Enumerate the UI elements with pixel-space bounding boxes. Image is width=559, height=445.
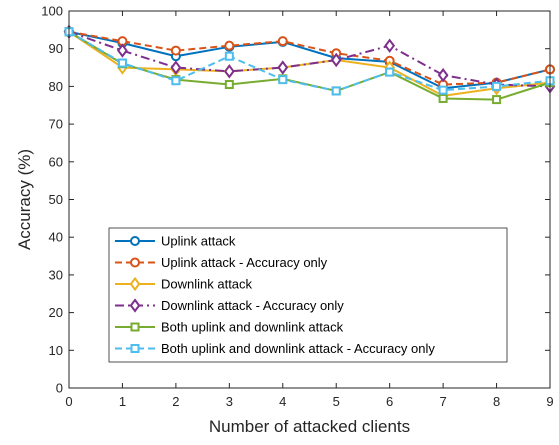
y-tick-label: 90 bbox=[49, 41, 63, 56]
data-point bbox=[171, 76, 181, 86]
x-axis-label: Number of attacked clients bbox=[209, 417, 410, 436]
legend-marker bbox=[130, 322, 140, 332]
series-line bbox=[68, 30, 551, 86]
y-tick-label: 60 bbox=[49, 154, 63, 169]
x-tick-label: 1 bbox=[119, 394, 126, 409]
y-tick-label: 0 bbox=[56, 381, 63, 396]
data-point bbox=[438, 85, 448, 95]
legend-marker bbox=[130, 236, 140, 246]
y-tick-label: 40 bbox=[49, 230, 63, 245]
legend-item: Both uplink and downlink attack - Accura… bbox=[115, 341, 435, 356]
x-tick-label: 5 bbox=[333, 394, 340, 409]
legend-label: Uplink attack bbox=[161, 234, 236, 249]
x-tick-label: 8 bbox=[493, 394, 500, 409]
data-point bbox=[224, 80, 234, 90]
y-tick-label: 30 bbox=[49, 267, 63, 282]
x-tick-label: 7 bbox=[439, 394, 446, 409]
legend: Uplink attack Uplink attack - Accuracy on… bbox=[108, 227, 508, 363]
data-point bbox=[492, 81, 502, 91]
data-point bbox=[117, 58, 127, 68]
legend-label: Downlink attack - Accuracy only bbox=[161, 298, 344, 313]
y-tick-label: 100 bbox=[41, 4, 63, 19]
y-tick-label: 70 bbox=[49, 117, 63, 132]
data-point bbox=[278, 75, 288, 85]
plot-frame bbox=[68, 10, 551, 389]
legend-label: Both uplink and downlink attack - Accura… bbox=[161, 341, 435, 356]
y-tick-label: 80 bbox=[49, 79, 63, 94]
data-point bbox=[224, 40, 235, 51]
legend-label: Uplink attack - Accuracy only bbox=[161, 255, 328, 270]
legend-label: Both uplink and downlink attack bbox=[161, 320, 344, 335]
x-tick-label: 9 bbox=[546, 394, 553, 409]
legend-item: Both uplink and downlink attack bbox=[115, 320, 344, 335]
y-axis-ticks: 0 10 20 30 40 50 60 70 80 90 100 bbox=[41, 4, 550, 396]
data-point bbox=[384, 38, 396, 53]
data-point bbox=[438, 93, 448, 103]
x-axis-ticks: 0 1 2 3 4 5 6 7 8 9 bbox=[65, 11, 554, 409]
data-point bbox=[437, 67, 449, 83]
y-tick-label: 20 bbox=[49, 305, 63, 320]
data-point bbox=[330, 52, 342, 68]
y-tick-label: 50 bbox=[49, 192, 63, 207]
data-point bbox=[492, 95, 502, 105]
legend-marker bbox=[129, 276, 141, 292]
legend-box bbox=[108, 227, 508, 363]
data-point bbox=[224, 51, 234, 61]
legend-label: Downlink attack bbox=[161, 277, 253, 292]
x-tick-label: 3 bbox=[226, 394, 233, 409]
series-line bbox=[68, 30, 551, 92]
x-tick-label: 2 bbox=[172, 394, 179, 409]
data-point bbox=[223, 64, 235, 79]
y-tick-label: 10 bbox=[49, 343, 63, 358]
legend-marker bbox=[130, 344, 140, 353]
data-point bbox=[277, 60, 289, 75]
legend-marker bbox=[130, 257, 140, 268]
x-tick-label: 4 bbox=[279, 394, 286, 409]
legend-marker bbox=[129, 298, 141, 313]
data-point bbox=[277, 36, 288, 47]
series-line bbox=[68, 30, 551, 97]
legend-item: Downlink attack - Accuracy only bbox=[115, 298, 344, 313]
data-point bbox=[170, 60, 182, 75]
legend-item: Downlink attack bbox=[115, 277, 253, 292]
x-tick-label: 0 bbox=[65, 394, 72, 409]
legend-item: Uplink attack - Accuracy only bbox=[115, 255, 328, 270]
y-axis-label: Accuracy (%) bbox=[15, 149, 34, 250]
legend-item: Uplink attack bbox=[115, 234, 236, 249]
series-line bbox=[68, 30, 551, 90]
x-tick-label: 6 bbox=[386, 394, 393, 409]
series-line bbox=[68, 30, 551, 88]
data-point bbox=[170, 45, 181, 56]
data-point bbox=[117, 43, 128, 58]
data-point bbox=[385, 67, 395, 77]
data-point bbox=[331, 86, 341, 96]
